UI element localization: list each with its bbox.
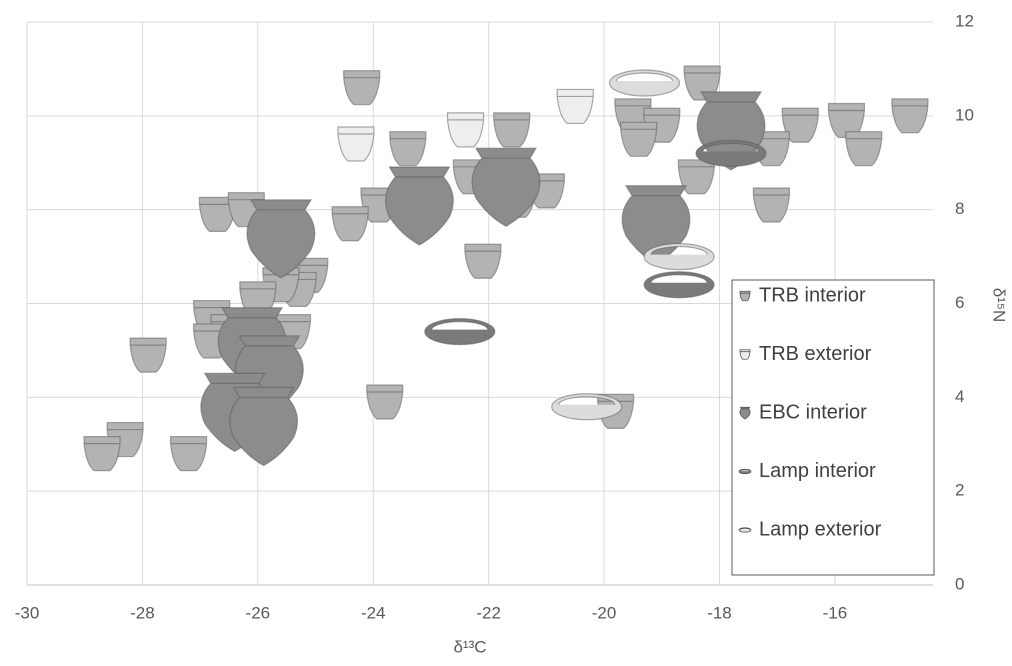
point <box>169 436 208 472</box>
legend-label: Lamp exterior <box>759 518 882 540</box>
x-tick-label: -30 <box>15 603 40 622</box>
x-tick-label: -24 <box>361 603 386 622</box>
point <box>83 436 121 472</box>
y-tick-label: 2 <box>955 481 964 500</box>
x-axis-title: δ¹³C <box>453 637 486 656</box>
point <box>845 131 883 167</box>
legend-icon <box>738 468 752 475</box>
x-tick-label: -20 <box>592 603 617 622</box>
point <box>493 112 531 148</box>
point <box>620 121 658 157</box>
point <box>608 69 681 97</box>
legend: TRB interior TRB exterior EBC interior Lamp… <box>731 279 935 576</box>
legend-icon <box>738 527 752 533</box>
point <box>643 243 715 271</box>
point <box>696 91 766 171</box>
legend-icon <box>739 349 751 360</box>
x-tick-label: -26 <box>246 603 271 622</box>
point <box>556 88 594 125</box>
legend-box <box>731 279 935 576</box>
point <box>343 70 381 106</box>
point <box>551 393 623 421</box>
point <box>229 386 299 467</box>
x-tick-label: -16 <box>823 603 848 622</box>
point <box>621 185 691 265</box>
legend-icon <box>739 406 751 420</box>
y-tick-label: 12 <box>955 11 974 30</box>
point <box>129 337 167 373</box>
point <box>366 384 404 420</box>
point <box>384 166 454 246</box>
point <box>464 243 502 279</box>
point <box>246 199 316 279</box>
point <box>331 206 369 242</box>
legend-icon <box>739 290 751 302</box>
point <box>677 159 716 195</box>
legend-label: TRB interior <box>759 284 866 306</box>
y-tick-label: 4 <box>955 387 964 406</box>
y-tick-label: 8 <box>955 199 964 218</box>
x-tick-label: -22 <box>476 603 501 622</box>
x-tick-label: -18 <box>707 603 732 622</box>
point <box>695 139 767 167</box>
point <box>337 126 375 162</box>
y-tick-label: 10 <box>955 105 974 124</box>
point <box>446 112 485 148</box>
legend-label: TRB exterior <box>759 343 872 365</box>
point <box>643 271 715 299</box>
point <box>471 147 541 227</box>
point <box>389 131 427 167</box>
y-tick-label: 0 <box>955 574 964 593</box>
point <box>781 107 819 143</box>
point <box>891 98 929 134</box>
x-tick-label: -28 <box>130 603 155 622</box>
y-axis-title: δ¹⁵N <box>990 288 1009 322</box>
y-tick-label: 6 <box>955 293 964 312</box>
legend-label: Lamp interior <box>759 460 876 482</box>
point <box>424 318 496 346</box>
legend-label: EBC interior <box>759 401 867 423</box>
point <box>752 187 791 223</box>
